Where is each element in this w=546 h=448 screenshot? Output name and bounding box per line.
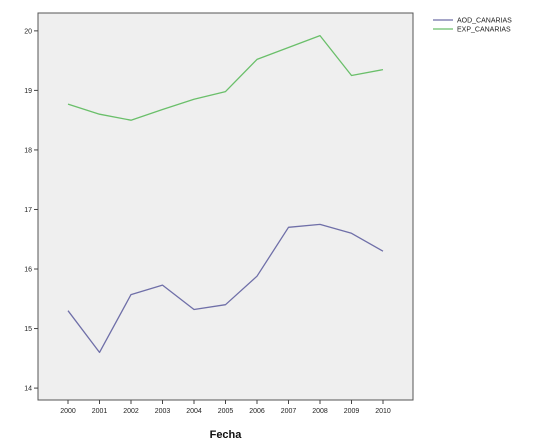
x-axis-title: Fecha bbox=[210, 429, 243, 441]
x-tick-label: 2005 bbox=[218, 408, 234, 415]
y-axis: 14 15 16 17 18 19 20 bbox=[24, 28, 38, 393]
series-line-aod-canarias bbox=[67, 223, 384, 354]
legend-label: EXP_CANARIAS bbox=[457, 27, 511, 34]
x-tick-label: 2001 bbox=[92, 408, 108, 415]
x-tick-label: 2008 bbox=[312, 408, 328, 415]
series-layer bbox=[67, 34, 384, 354]
y-tick-label: 16 bbox=[24, 267, 32, 274]
series-line-exp-canarias bbox=[67, 34, 384, 121]
y-tick-label: 19 bbox=[24, 88, 32, 95]
x-tick-label: 2000 bbox=[60, 408, 76, 415]
y-tick-label: 15 bbox=[24, 326, 32, 333]
y-tick-label: 18 bbox=[24, 147, 32, 154]
y-tick-label: 17 bbox=[24, 207, 32, 214]
x-tick-label: 2009 bbox=[344, 408, 360, 415]
legend-label: AOD_CANARIAS bbox=[457, 18, 512, 25]
legend: AOD_CANARIAS EXP_CANARIAS bbox=[433, 18, 512, 34]
x-tick-label: 2007 bbox=[281, 408, 297, 415]
x-tick-label: 2010 bbox=[375, 408, 391, 415]
y-tick-label: 20 bbox=[24, 28, 32, 35]
y-tick-label: 14 bbox=[24, 386, 32, 393]
x-tick-label: 2006 bbox=[249, 408, 265, 415]
x-axis: 2000 2001 2002 2003 2004 2005 2006 2007 2008 2009… bbox=[60, 400, 391, 415]
plot-area bbox=[37, 12, 414, 401]
x-tick-label: 2004 bbox=[186, 408, 202, 415]
x-tick-label: 2002 bbox=[123, 408, 139, 415]
x-tick-label: 2003 bbox=[155, 408, 171, 415]
